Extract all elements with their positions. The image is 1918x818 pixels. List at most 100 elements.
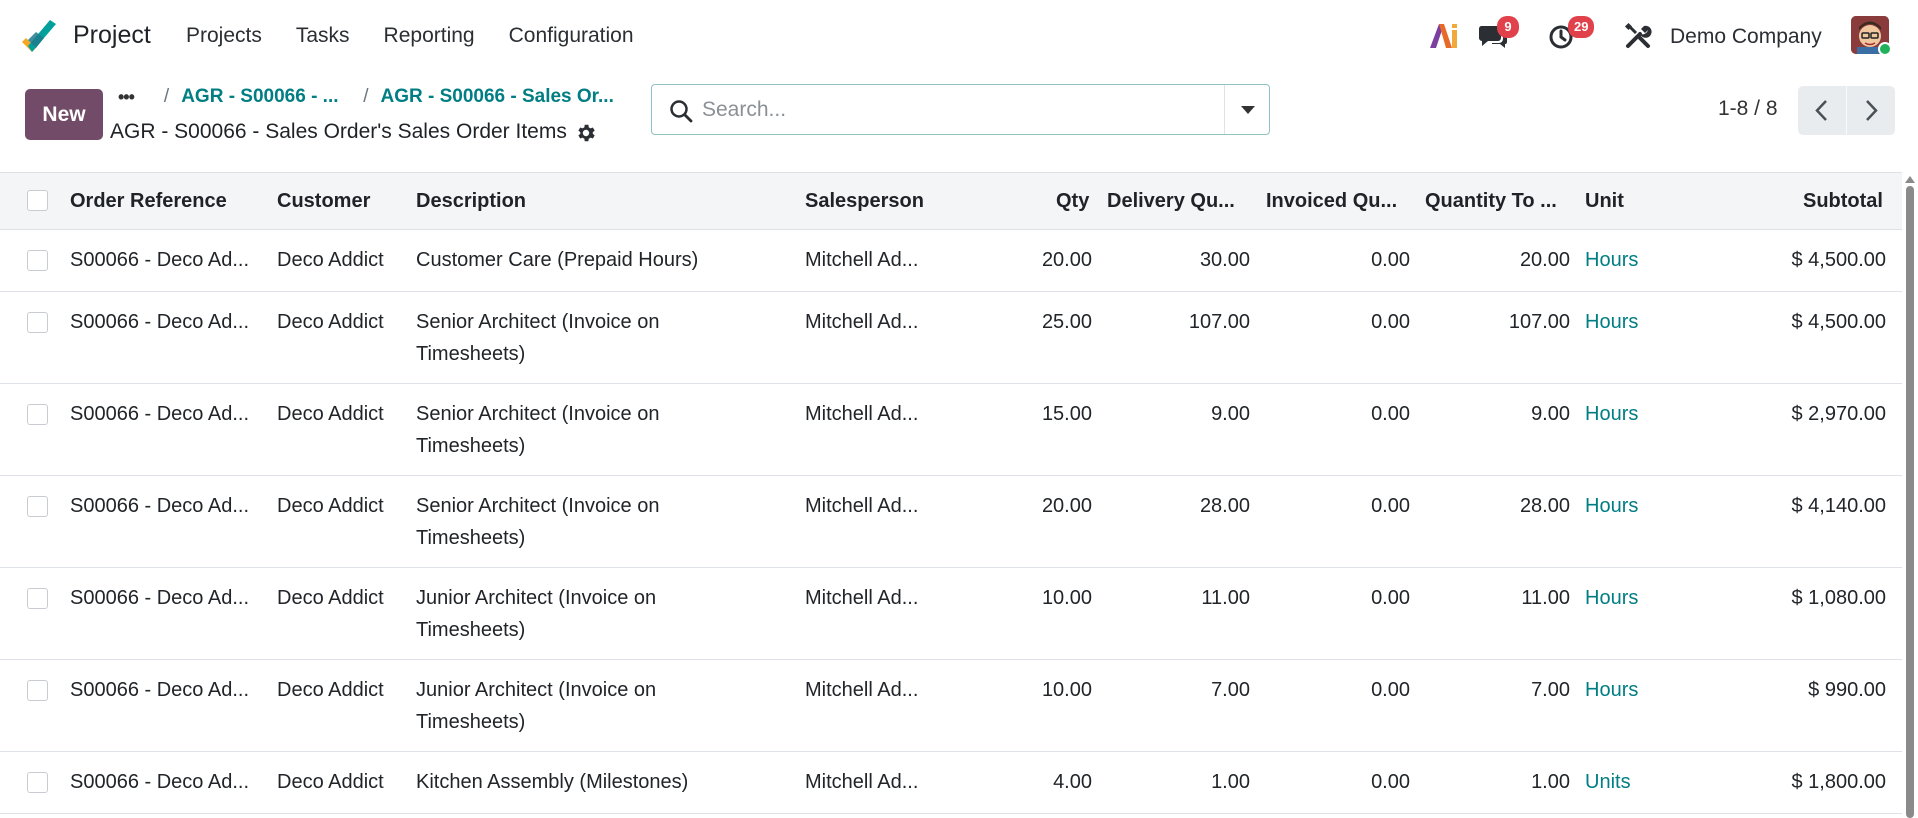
menu-projects[interactable]: Projects bbox=[186, 24, 262, 47]
order-reference-cell: S00066 - Deco Ad... bbox=[70, 311, 250, 333]
delivered-qty-cell: 11.00 bbox=[1201, 587, 1250, 609]
column-order-reference[interactable]: Order Reference bbox=[70, 190, 227, 212]
column-qty[interactable]: Qty bbox=[1056, 190, 1090, 212]
row-checkbox[interactable] bbox=[27, 588, 48, 609]
row-checkbox[interactable] bbox=[27, 772, 48, 793]
invoiced-qty-cell: 0.00 bbox=[1371, 249, 1410, 271]
gear-icon[interactable] bbox=[575, 122, 597, 144]
search-options-toggle[interactable] bbox=[1224, 85, 1270, 134]
row-checkbox[interactable] bbox=[27, 680, 48, 701]
column-salesperson[interactable]: Salesperson bbox=[805, 190, 924, 212]
select-all-checkbox[interactable] bbox=[27, 190, 48, 211]
delivered-qty-cell: 7.00 bbox=[1211, 679, 1250, 701]
breadcrumb-more[interactable]: ••• bbox=[118, 86, 135, 107]
table-row[interactable]: S00066 - Deco Ad... Deco Addict Mitchell A… bbox=[0, 568, 1902, 660]
pager-next-button[interactable] bbox=[1847, 86, 1895, 135]
description-cell: Customer Care (Prepaid Hours) bbox=[416, 249, 699, 271]
page-title: AGR - S00066 - Sales Order's Sales Order… bbox=[110, 120, 567, 143]
search-input[interactable] bbox=[702, 93, 1202, 127]
app-name[interactable]: Project bbox=[73, 21, 151, 49]
menu-reporting[interactable]: Reporting bbox=[383, 24, 475, 47]
breadcrumb-link-sales-order[interactable]: AGR - S00066 - Sales Or... bbox=[380, 86, 614, 107]
menu-configuration[interactable]: Configuration bbox=[508, 24, 634, 47]
unit-cell[interactable]: Units bbox=[1585, 771, 1631, 793]
row-checkbox[interactable] bbox=[27, 312, 48, 333]
quantity-to-invoice-cell: 107.00 bbox=[1508, 311, 1570, 333]
unit-cell[interactable]: Hours bbox=[1585, 587, 1639, 609]
subtotal-cell: $ 1,080.00 bbox=[1791, 587, 1886, 609]
description-cell: Junior Architect (Invoice on bbox=[416, 679, 657, 701]
qty-cell: 20.00 bbox=[1041, 495, 1092, 517]
chevron-left-icon bbox=[1815, 100, 1827, 121]
qty-cell: 20.00 bbox=[1041, 249, 1092, 271]
column-delivery-qty[interactable]: Delivery Qu... bbox=[1107, 190, 1235, 212]
subtotal-cell: $ 4,140.00 bbox=[1791, 495, 1886, 517]
pager-value[interactable]: 1-8 / 8 bbox=[1718, 97, 1778, 120]
clock-icon[interactable] bbox=[1548, 22, 1578, 50]
qty-cell: 15.00 bbox=[1041, 403, 1092, 425]
quantity-to-invoice-cell: 7.00 bbox=[1531, 679, 1570, 701]
salesperson-cell: Mitchell Ad... bbox=[805, 403, 919, 425]
activity-badge: 29 bbox=[1568, 16, 1595, 38]
row-checkbox[interactable] bbox=[27, 496, 48, 517]
tools-icon[interactable] bbox=[1624, 22, 1652, 50]
unit-cell[interactable]: Hours bbox=[1585, 403, 1639, 425]
table-row[interactable]: S00066 - Deco Ad... Deco Addict Mitchell A… bbox=[0, 752, 1902, 814]
scroll-up-icon[interactable] bbox=[1905, 176, 1915, 183]
order-reference-cell: S00066 - Deco Ad... bbox=[70, 771, 250, 793]
customer-cell: Deco Addict bbox=[277, 679, 384, 701]
table-row[interactable]: S00066 - Deco Ad... Deco Addict Mitchell A… bbox=[0, 384, 1902, 476]
column-invoiced-qty[interactable]: Invoiced Qu... bbox=[1266, 190, 1398, 212]
ai-icon[interactable] bbox=[1428, 22, 1458, 50]
odoo-logo-icon[interactable] bbox=[22, 18, 58, 54]
list-view: Order Reference Customer Description Sal… bbox=[0, 172, 1902, 818]
order-reference-cell: S00066 - Deco Ad... bbox=[70, 403, 250, 425]
unit-cell[interactable]: Hours bbox=[1585, 249, 1639, 271]
table-row[interactable]: S00066 - Deco Ad... Deco Addict Mitchell A… bbox=[0, 292, 1902, 384]
salesperson-cell: Mitchell Ad... bbox=[805, 771, 919, 793]
unit-cell[interactable]: Hours bbox=[1585, 311, 1639, 333]
pager-previous-button[interactable] bbox=[1798, 86, 1847, 135]
customer-cell: Deco Addict bbox=[277, 495, 384, 517]
description-cell: Senior Architect (Invoice on bbox=[416, 403, 660, 425]
description-cell-line2: Timesheets) bbox=[416, 711, 526, 733]
table-row[interactable]: S00066 - Deco Ad... Deco Addict Mitchell A… bbox=[0, 476, 1902, 568]
breadcrumb-link-project[interactable]: AGR - S00066 - ... bbox=[181, 86, 339, 107]
top-navbar: Project Projects Tasks Reporting Configu… bbox=[0, 0, 1918, 74]
column-quantity-to-invoice[interactable]: Quantity To ... bbox=[1425, 190, 1557, 212]
column-subtotal[interactable]: Subtotal bbox=[1803, 190, 1883, 212]
menu-tasks[interactable]: Tasks bbox=[295, 24, 350, 47]
pager-buttons bbox=[1798, 86, 1895, 135]
salesperson-cell: Mitchell Ad... bbox=[805, 249, 919, 271]
salesperson-cell: Mitchell Ad... bbox=[805, 311, 919, 333]
quantity-to-invoice-cell: 28.00 bbox=[1519, 495, 1570, 517]
quantity-to-invoice-cell: 20.00 bbox=[1519, 249, 1570, 271]
delivered-qty-cell: 28.00 bbox=[1199, 495, 1250, 517]
invoiced-qty-cell: 0.00 bbox=[1371, 311, 1410, 333]
unit-cell[interactable]: Hours bbox=[1585, 679, 1639, 701]
delivered-qty-cell: 9.00 bbox=[1211, 403, 1250, 425]
subtotal-cell: $ 2,970.00 bbox=[1791, 403, 1886, 425]
table-row[interactable]: S00066 - Deco Ad... Deco Addict Mitchell A… bbox=[0, 230, 1902, 292]
subtotal-cell: $ 4,500.00 bbox=[1791, 311, 1886, 333]
description-cell-line2: Timesheets) bbox=[416, 527, 526, 549]
online-status-dot bbox=[1878, 42, 1892, 56]
chat-badge: 9 bbox=[1497, 16, 1519, 38]
row-checkbox[interactable] bbox=[27, 404, 48, 425]
scrollbar[interactable] bbox=[1902, 172, 1918, 818]
company-switcher[interactable]: Demo Company bbox=[1670, 25, 1822, 48]
column-description[interactable]: Description bbox=[416, 190, 527, 212]
delivered-qty-cell: 30.00 bbox=[1199, 249, 1250, 271]
breadcrumb-separator: / bbox=[163, 86, 170, 107]
table-header: Order Reference Customer Description Sal… bbox=[0, 172, 1902, 230]
description-cell-line2: Timesheets) bbox=[416, 343, 526, 365]
scroll-thumb[interactable] bbox=[1906, 186, 1914, 818]
customer-cell: Deco Addict bbox=[277, 249, 384, 271]
unit-cell[interactable]: Hours bbox=[1585, 495, 1639, 517]
column-customer[interactable]: Customer bbox=[277, 190, 371, 212]
row-checkbox[interactable] bbox=[27, 250, 48, 271]
new-button[interactable]: New bbox=[25, 89, 103, 140]
qty-cell: 10.00 bbox=[1041, 587, 1092, 609]
column-unit[interactable]: Unit bbox=[1585, 190, 1624, 212]
table-row[interactable]: S00066 - Deco Ad... Deco Addict Mitchell A… bbox=[0, 660, 1902, 752]
